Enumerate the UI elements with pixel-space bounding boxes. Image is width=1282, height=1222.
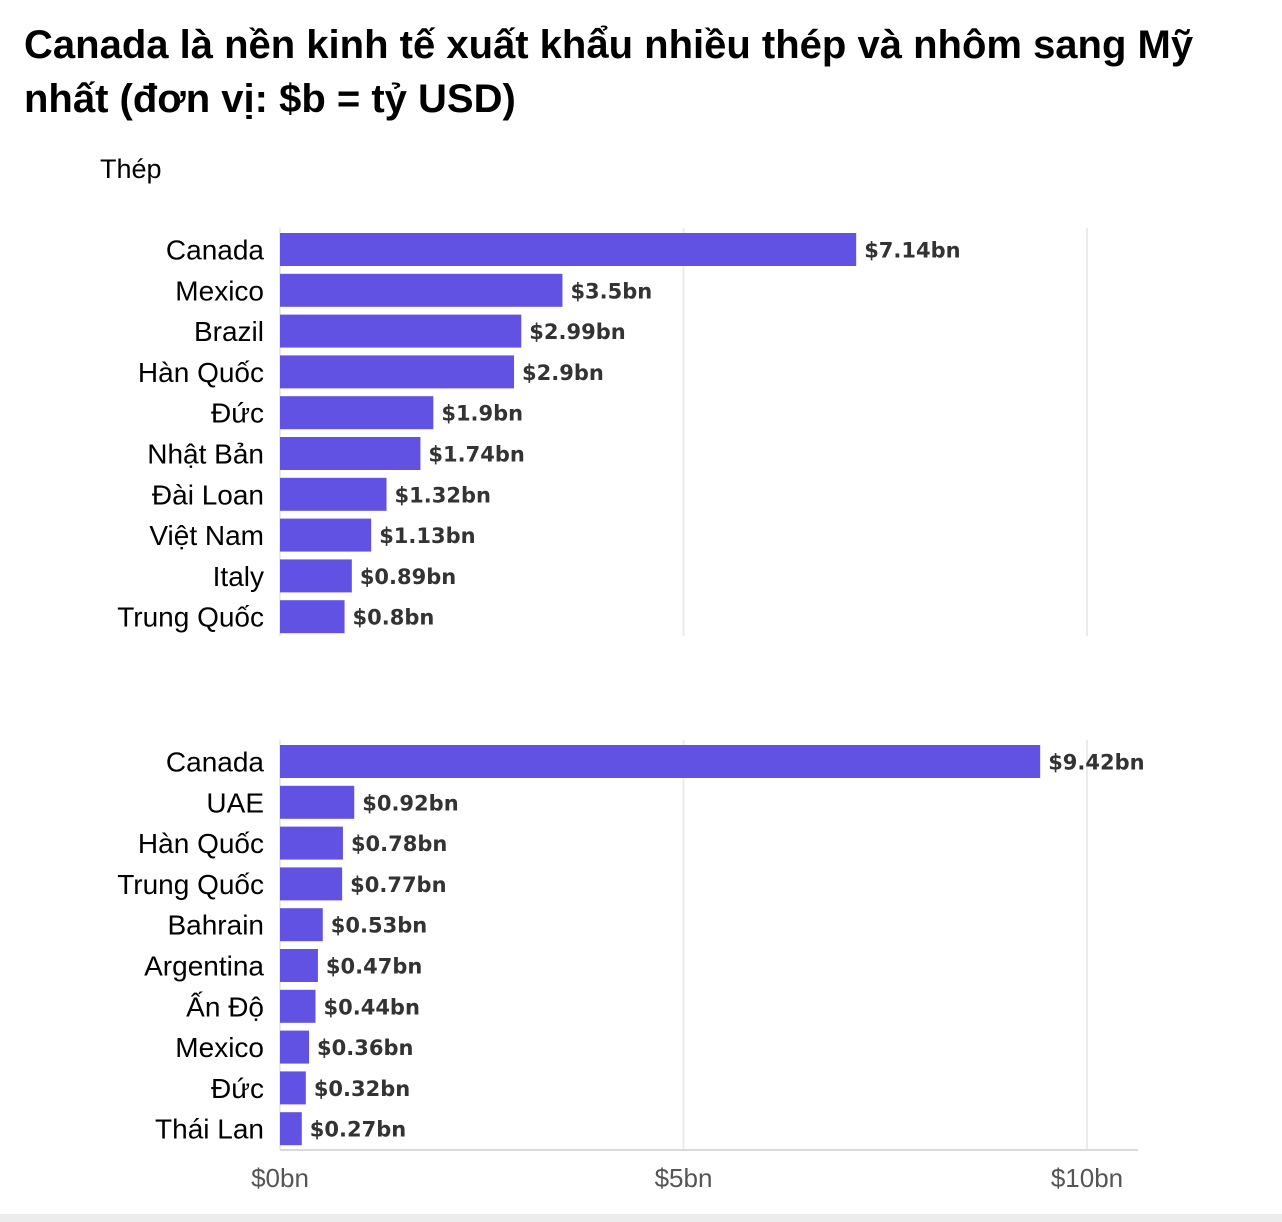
category-label-1-2: Hàn Quốc xyxy=(138,828,264,859)
bar-1-3 xyxy=(280,867,343,901)
value-label-1-3: $0.77bn xyxy=(350,873,446,897)
value-label-1-4: $0.53bn xyxy=(331,914,427,938)
category-label-1-4: Bahrain xyxy=(167,910,264,941)
category-label-0-5: Nhật Bản xyxy=(147,439,264,470)
value-label-1-6: $0.44bn xyxy=(324,995,420,1019)
bar-1-5 xyxy=(280,949,318,982)
category-label-0-1: Mexico xyxy=(175,275,264,306)
value-label-0-8: $0.89bn xyxy=(360,565,456,589)
bar-0-3 xyxy=(280,355,515,389)
category-label-0-7: Việt Nam xyxy=(149,520,264,551)
value-label-1-0: $9.42bn xyxy=(1048,751,1144,775)
value-label-1-2: $0.78bn xyxy=(351,832,447,856)
value-label-0-1: $3.5bn xyxy=(570,279,652,303)
category-label-1-9: Thái Lan xyxy=(155,1114,264,1145)
category-label-1-6: Ấn Độ xyxy=(186,991,264,1022)
category-label-1-5: Argentina xyxy=(144,951,264,982)
bar-0-2 xyxy=(280,314,522,348)
category-label-0-3: Hàn Quốc xyxy=(138,357,264,388)
bar-1-8 xyxy=(280,1071,306,1105)
bar-0-1 xyxy=(280,273,563,307)
panel-title-steel: Thép xyxy=(100,154,162,184)
bar-1-4 xyxy=(280,908,323,942)
bar-1-1 xyxy=(280,785,355,819)
value-label-0-6: $1.32bn xyxy=(395,483,491,507)
value-label-0-3: $2.9bn xyxy=(522,361,604,385)
category-label-0-9: Trung Quốc xyxy=(117,602,264,633)
category-label-0-4: Đức xyxy=(211,398,264,429)
category-label-1-3: Trung Quốc xyxy=(117,869,264,900)
value-label-0-7: $1.13bn xyxy=(379,524,475,548)
bar-0-5 xyxy=(280,437,421,470)
value-label-0-2: $2.99bn xyxy=(529,320,625,344)
x-tick-label-0: $0bn xyxy=(251,1163,309,1193)
bar-1-6 xyxy=(280,989,316,1023)
category-label-1-7: Mexico xyxy=(175,1032,264,1063)
category-label-1-1: UAE xyxy=(206,787,264,818)
bar-1-0 xyxy=(280,745,1041,778)
bar-0-7 xyxy=(280,518,372,552)
x-tick-label-1: $5bn xyxy=(655,1163,713,1193)
value-label-0-9: $0.8bn xyxy=(353,606,435,630)
value-label-0-5: $1.74bn xyxy=(428,443,524,467)
bar-1-2 xyxy=(280,826,343,860)
value-label-0-4: $1.9bn xyxy=(441,402,523,426)
bar-1-7 xyxy=(280,1030,310,1064)
value-label-1-5: $0.47bn xyxy=(326,955,422,979)
category-label-1-0: Canada xyxy=(166,747,265,778)
category-label-0-2: Brazil xyxy=(194,316,264,347)
x-tick-label-2: $10bn xyxy=(1051,1163,1123,1193)
bar-0-0 xyxy=(280,233,857,266)
value-label-1-1: $0.92bn xyxy=(362,791,458,815)
value-label-0-0: $7.14bn xyxy=(864,239,960,263)
value-label-1-8: $0.32bn xyxy=(314,1077,410,1101)
chart-title: Canada là nền kinh tế xuất khẩu nhiều th… xyxy=(24,23,1194,121)
bar-0-4 xyxy=(280,396,434,430)
category-label-0-8: Italy xyxy=(213,561,264,592)
bar-0-8 xyxy=(280,559,352,593)
category-label-1-8: Đức xyxy=(211,1073,264,1104)
category-label-0-0: Canada xyxy=(166,235,265,266)
category-label-0-6: Đài Loan xyxy=(152,479,264,510)
bar-1-9 xyxy=(280,1112,302,1146)
bar-0-6 xyxy=(280,477,387,511)
bar-0-9 xyxy=(280,600,345,634)
value-label-1-9: $0.27bn xyxy=(310,1118,406,1142)
bottom-divider xyxy=(0,1214,1282,1222)
value-label-1-7: $0.36bn xyxy=(317,1036,413,1060)
